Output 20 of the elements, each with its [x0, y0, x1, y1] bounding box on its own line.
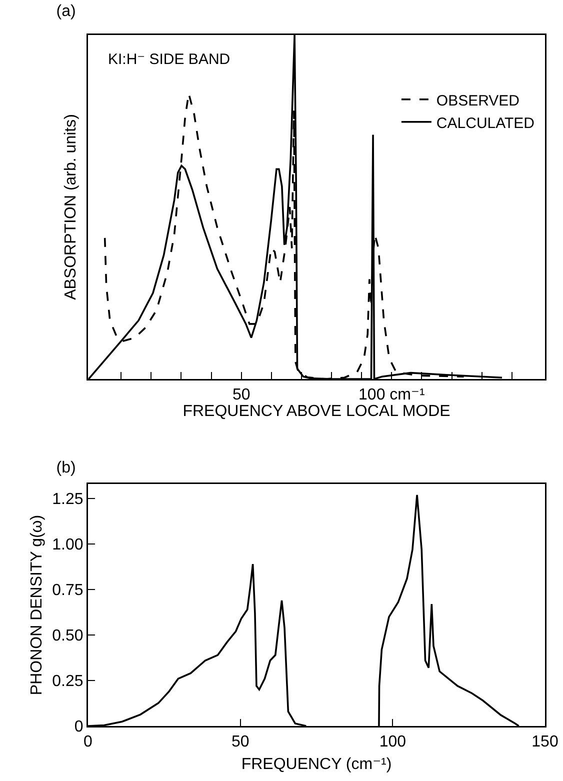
legend-label: CALCULATED — [436, 114, 535, 132]
y-tick-label: 1.00 — [52, 536, 84, 554]
x-tick-label: 50 — [232, 386, 250, 404]
y-tick-label: 0.50 — [52, 628, 84, 645]
x-tick-label: 50 — [231, 734, 250, 751]
legend-label: OBSERVED — [436, 92, 520, 110]
x-axis-title: FREQUENCY ABOVE LOCAL MODE — [182, 403, 450, 420]
x-tick-label: 100 — [379, 734, 406, 751]
y-tick-label: 0.75 — [52, 582, 84, 600]
chart-title: (a) — [56, 3, 76, 20]
y-tick-label: 0 — [74, 718, 84, 736]
y-axis-title: ABSORPTION (arb. units) — [62, 114, 80, 300]
y-tick-label: 0.25 — [52, 673, 84, 690]
chart-title: (b) — [56, 460, 76, 477]
annotation: KI:H⁻ SIDE BAND — [108, 51, 230, 68]
y-tick-label: 1.25 — [52, 491, 84, 508]
x-tick-label: 100 cm⁻¹ — [358, 386, 425, 404]
y-axis-title: PHONON DENSITY g(ω) — [28, 514, 46, 696]
x-axis-title: FREQUENCY (cm⁻¹) — [241, 756, 392, 774]
x-tick-label: 150 — [532, 734, 558, 751]
